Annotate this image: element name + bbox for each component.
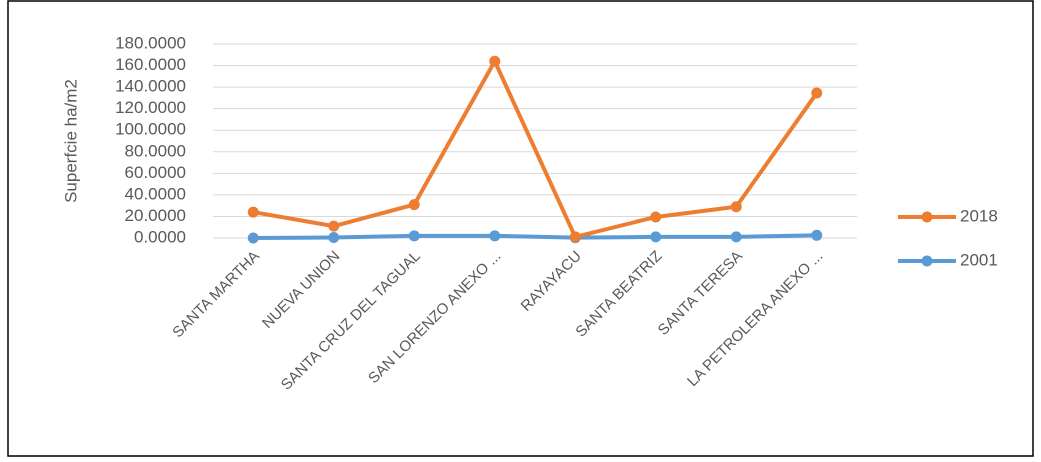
legend-marker bbox=[921, 211, 933, 223]
y-tick-label: 160.0000 bbox=[115, 55, 186, 74]
data-point bbox=[328, 231, 340, 243]
y-tick-label: 80.0000 bbox=[125, 141, 186, 160]
y-tick-label: 20.0000 bbox=[125, 206, 186, 225]
data-point bbox=[650, 211, 662, 223]
y-tick-label: 60.0000 bbox=[125, 163, 186, 182]
data-point bbox=[408, 199, 420, 211]
y-tick-label: 0.0000 bbox=[134, 227, 186, 246]
data-point bbox=[650, 231, 662, 243]
y-axis-label: Superfcie ha/m2 bbox=[61, 79, 80, 203]
series-line bbox=[253, 233, 817, 240]
data-point bbox=[489, 230, 501, 242]
series-line bbox=[252, 59, 819, 239]
y-tick-label: 140.0000 bbox=[115, 77, 186, 96]
data-point bbox=[811, 229, 823, 241]
y-tick-label: 120.0000 bbox=[115, 98, 186, 117]
data-point bbox=[730, 231, 742, 243]
data-point bbox=[247, 232, 259, 244]
y-tick-label: 40.0000 bbox=[125, 184, 186, 203]
data-point bbox=[328, 220, 340, 232]
data-point bbox=[569, 231, 581, 243]
y-tick-label: 180.0000 bbox=[115, 33, 186, 52]
data-point bbox=[730, 201, 742, 213]
legend-label: 2018 bbox=[960, 206, 998, 225]
data-point bbox=[811, 87, 823, 99]
data-point bbox=[247, 206, 259, 218]
data-point bbox=[408, 230, 420, 242]
chart-frame bbox=[7, 0, 1034, 457]
legend-label: 2001 bbox=[960, 250, 998, 269]
data-point bbox=[489, 55, 501, 67]
legend-marker bbox=[921, 255, 933, 267]
y-tick-label: 100.0000 bbox=[115, 120, 186, 139]
